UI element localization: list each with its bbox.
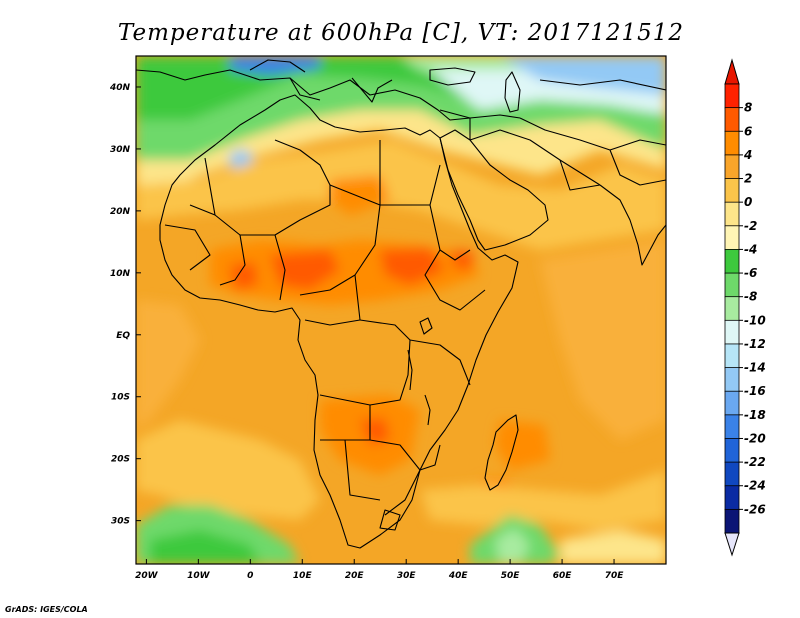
colorbar-max-arrow xyxy=(724,58,740,85)
colorbar-swatch xyxy=(724,154,740,180)
colorbar-swatch xyxy=(724,461,740,487)
colorbar-label: -8 xyxy=(744,290,757,304)
x-tick-label: 20W xyxy=(135,571,159,581)
y-tick-label: 40N xyxy=(109,83,131,93)
colorbar-min-arrow xyxy=(724,532,740,557)
colorbar-label: -12 xyxy=(744,337,766,351)
colorbar-swatch xyxy=(724,272,740,298)
colorbar-swatch xyxy=(724,319,740,345)
x-tick-label: 50E xyxy=(501,571,521,581)
colorbar-swatch xyxy=(724,508,740,534)
colorbar-swatch xyxy=(724,83,740,109)
colorbar-swatch xyxy=(724,130,740,156)
x-axis-ticks: 20W 10W 0 10E 20E 30E 40E 50E 60E 70E xyxy=(135,559,624,581)
colorbar-label: -20 xyxy=(744,431,766,445)
colorbar-label: 6 xyxy=(744,124,752,138)
colorbar-label: -18 xyxy=(744,408,766,422)
grads-credit: GrADS: IGES/COLA xyxy=(5,605,88,614)
colorbar-swatch xyxy=(724,225,740,251)
colorbar-swatch xyxy=(724,390,740,416)
x-tick-label: 10W xyxy=(187,571,211,581)
temperature-field xyxy=(136,56,666,564)
colorbar-swatch xyxy=(724,296,740,322)
x-tick-label: 40E xyxy=(448,571,469,581)
colorbar-label: 0 xyxy=(744,195,752,209)
y-tick-label: 10S xyxy=(111,393,130,403)
colorbar-swatch xyxy=(724,367,740,393)
y-axis-ticks: 40N 30N 20N 10N EQ 10S 20S 30S xyxy=(109,83,141,527)
y-tick-label: 20N xyxy=(110,207,131,217)
y-tick-label: 20S xyxy=(111,455,130,465)
colorbar-label: -6 xyxy=(744,266,757,280)
colorbar: 8 6 4 2 0 -2 -4 -6 -8 -10 -12 -14 -16 -18 -20 -22 -24 -26 xyxy=(724,58,766,557)
colorbar-swatch xyxy=(724,178,740,203)
colorbar-label: -26 xyxy=(744,502,766,516)
colorbar-label: -4 xyxy=(744,242,757,256)
colorbar-swatch xyxy=(724,201,740,227)
y-tick-label: EQ xyxy=(116,331,130,341)
y-tick-label: 30S xyxy=(111,517,130,527)
x-tick-label: 10E xyxy=(293,571,313,581)
colorbar-swatch xyxy=(724,343,740,369)
y-tick-label: 10N xyxy=(110,269,131,279)
colorbar-label: -16 xyxy=(744,384,766,398)
colorbar-label: -10 xyxy=(744,313,766,327)
x-tick-label: 30E xyxy=(397,571,417,581)
coastlines-and-borders xyxy=(136,59,666,549)
colorbar-swatch xyxy=(724,249,740,274)
chart-title: Temperature at 600hPa [C], VT: 201712151… xyxy=(118,20,684,46)
colorbar-swatch xyxy=(724,438,740,463)
colorbar-swatch xyxy=(724,107,740,133)
map-panel: 20W 10W 0 10E 20E 30E 40E 50E 60E 70E 40N 30N 20N 10… xyxy=(109,55,667,581)
colorbar-label: -24 xyxy=(744,479,766,493)
colorbar-swatch xyxy=(724,485,740,511)
colorbar-label: 8 xyxy=(744,101,752,115)
y-tick-label: 30N xyxy=(110,145,131,155)
colorbar-swatch xyxy=(724,414,740,440)
colorbar-label: 2 xyxy=(744,172,752,186)
x-tick-label: 70E xyxy=(605,571,625,581)
x-tick-label: 60E xyxy=(553,571,573,581)
x-tick-label: 20E xyxy=(345,571,365,581)
map-frame xyxy=(135,55,667,565)
colorbar-label: 4 xyxy=(743,148,752,162)
colorbar-label: -22 xyxy=(744,455,766,469)
colorbar-label: -14 xyxy=(744,361,766,375)
x-tick-label: 0 xyxy=(247,571,253,581)
colorbar-label: -2 xyxy=(744,219,757,233)
